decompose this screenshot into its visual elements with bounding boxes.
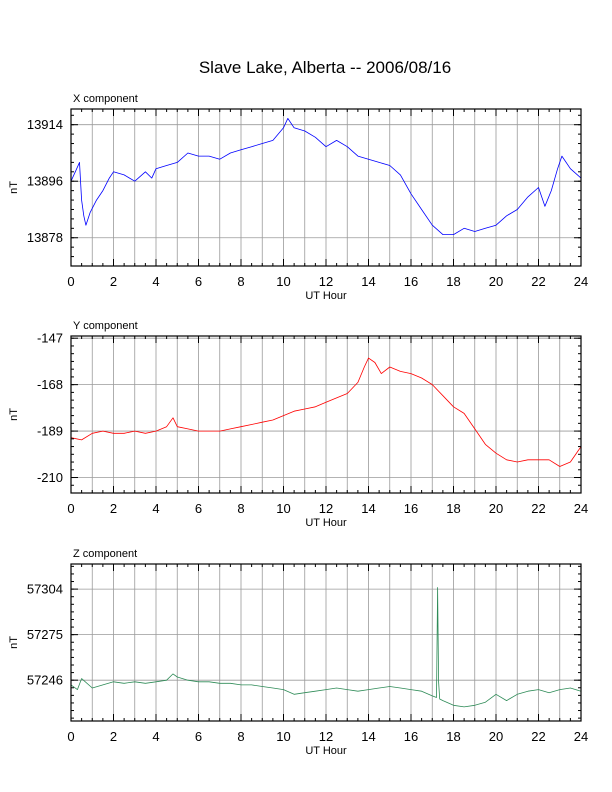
x-axis-label: UT Hour bbox=[305, 745, 347, 757]
x-tick-label: 0 bbox=[67, 501, 74, 516]
y-tick-label: -168 bbox=[37, 377, 63, 392]
x-tick-label: 6 bbox=[195, 501, 202, 516]
x-tick-label: 6 bbox=[195, 729, 202, 744]
y-axis-label: nT bbox=[8, 408, 20, 421]
x-tick-label: 20 bbox=[489, 274, 503, 289]
x-tick-label: 12 bbox=[319, 274, 333, 289]
y-tick-label: 13878 bbox=[27, 230, 63, 245]
x-tick-label: 18 bbox=[446, 501, 460, 516]
x-tick-label: 16 bbox=[404, 274, 418, 289]
x-tick-label: 20 bbox=[489, 501, 503, 516]
x-tick-label: 4 bbox=[152, 274, 159, 289]
x-tick-label: 10 bbox=[276, 501, 290, 516]
x-tick-label: 18 bbox=[446, 729, 460, 744]
x-tick-label: 24 bbox=[574, 274, 588, 289]
x-tick-label: 24 bbox=[574, 729, 588, 744]
y-tick-label: 13896 bbox=[27, 174, 63, 189]
x-tick-label: 22 bbox=[531, 501, 545, 516]
y-tick-label: -147 bbox=[37, 331, 63, 346]
x-tick-label: 6 bbox=[195, 274, 202, 289]
y-tick-label: 13914 bbox=[27, 117, 63, 132]
x-tick-label: 16 bbox=[404, 501, 418, 516]
x-tick-label: 14 bbox=[361, 274, 375, 289]
x-tick-label: 2 bbox=[110, 274, 117, 289]
x-tick-label: 22 bbox=[531, 274, 545, 289]
x-tick-label: 8 bbox=[237, 729, 244, 744]
y-tick-label: -210 bbox=[37, 470, 63, 485]
panel-title: Z component bbox=[73, 548, 137, 560]
data-series-line bbox=[70, 587, 582, 708]
data-series-line bbox=[70, 118, 582, 236]
x-tick-label: 8 bbox=[237, 501, 244, 516]
y-tick-label: 57275 bbox=[27, 627, 63, 642]
x-tick-label: 2 bbox=[110, 729, 117, 744]
x-tick-label: 20 bbox=[489, 729, 503, 744]
x-tick-label: 4 bbox=[152, 501, 159, 516]
x-tick-label: 10 bbox=[276, 729, 290, 744]
x-tick-label: 0 bbox=[67, 729, 74, 744]
x-tick-label: 22 bbox=[531, 729, 545, 744]
y-tick-label: 57246 bbox=[27, 673, 63, 688]
x-tick-label: 12 bbox=[319, 729, 333, 744]
x-tick-label: 18 bbox=[446, 274, 460, 289]
x-tick-label: 24 bbox=[574, 501, 588, 516]
x-tick-label: 14 bbox=[361, 501, 375, 516]
x-tick-label: 0 bbox=[67, 274, 74, 289]
x-tick-label: 16 bbox=[404, 729, 418, 744]
panel-title: Y component bbox=[73, 320, 138, 332]
x-axis-label: UT Hour bbox=[305, 517, 347, 529]
x-tick-label: 10 bbox=[276, 274, 290, 289]
x-tick-label: 2 bbox=[110, 501, 117, 516]
y-axis-label: nT bbox=[8, 636, 20, 649]
page-title: Slave Lake, Alberta -- 2006/08/16 bbox=[198, 58, 452, 77]
y-tick-label: -189 bbox=[37, 424, 63, 439]
x-axis-label: UT Hour bbox=[305, 290, 347, 302]
x-tick-label: 4 bbox=[152, 729, 159, 744]
y-axis-label: nT bbox=[8, 181, 20, 194]
y-tick-label: 57304 bbox=[27, 582, 63, 597]
x-tick-label: 12 bbox=[319, 501, 333, 516]
data-series-line bbox=[70, 357, 582, 467]
panel-title: X component bbox=[73, 93, 138, 105]
x-tick-label: 8 bbox=[237, 274, 244, 289]
x-tick-label: 14 bbox=[361, 729, 375, 744]
